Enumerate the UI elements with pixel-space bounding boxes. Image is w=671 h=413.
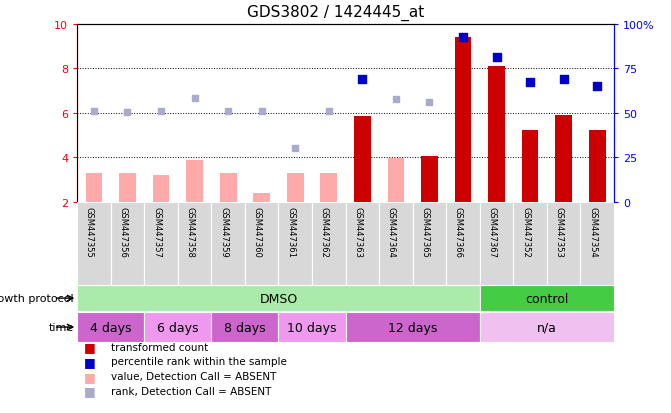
Bar: [77, 285, 480, 311]
Text: GSM447361: GSM447361: [287, 206, 295, 257]
Bar: [153, 176, 170, 202]
Bar: [354, 117, 371, 202]
Bar: [119, 173, 136, 202]
Text: GSM447363: GSM447363: [354, 206, 362, 257]
Bar: [77, 202, 111, 285]
Text: ■: ■: [84, 385, 96, 397]
Point: [424, 99, 435, 106]
Text: GSM447367: GSM447367: [488, 206, 497, 257]
Bar: [287, 173, 304, 202]
Bar: [144, 202, 178, 285]
Text: n/a: n/a: [537, 321, 557, 334]
Bar: [580, 202, 614, 285]
Bar: [278, 202, 312, 285]
Text: GSM447352: GSM447352: [521, 206, 530, 257]
Text: GSM447356: GSM447356: [119, 206, 127, 257]
Bar: [480, 202, 513, 285]
Bar: [513, 202, 547, 285]
Bar: [522, 130, 539, 202]
Bar: [77, 313, 144, 342]
Text: 4 days: 4 days: [90, 321, 132, 334]
Text: GSM447365: GSM447365: [421, 206, 429, 257]
Point: [525, 79, 535, 86]
Point: [290, 146, 301, 152]
Text: 10 days: 10 days: [287, 321, 337, 334]
Bar: [446, 202, 480, 285]
Text: GSM447366: GSM447366: [454, 206, 463, 257]
Point: [357, 77, 368, 83]
Text: GSM447355: GSM447355: [85, 206, 94, 257]
Bar: [488, 67, 505, 202]
Text: GSM447360: GSM447360: [253, 206, 262, 257]
Bar: [455, 38, 472, 202]
Text: GSM447362: GSM447362: [320, 206, 329, 257]
Text: GDS3802 / 1424445_at: GDS3802 / 1424445_at: [247, 5, 424, 21]
Bar: [321, 173, 338, 202]
Text: 8 days: 8 days: [224, 321, 266, 334]
Point: [122, 109, 133, 116]
Text: GSM447358: GSM447358: [186, 206, 195, 257]
Bar: [178, 202, 211, 285]
Bar: [547, 202, 580, 285]
Bar: [379, 202, 413, 285]
Point: [223, 108, 234, 115]
Bar: [278, 313, 346, 342]
Point: [491, 55, 502, 62]
Bar: [312, 202, 346, 285]
Text: GSM447357: GSM447357: [152, 206, 161, 257]
Bar: [589, 130, 606, 202]
Bar: [144, 313, 211, 342]
Text: GSM447353: GSM447353: [555, 206, 564, 257]
Point: [256, 108, 267, 115]
Bar: [111, 202, 144, 285]
Point: [89, 108, 99, 115]
Text: growth protocol: growth protocol: [0, 293, 74, 304]
Bar: [346, 202, 379, 285]
Bar: [245, 202, 278, 285]
Text: GSM447354: GSM447354: [588, 206, 597, 257]
Text: ■: ■: [84, 370, 96, 383]
Text: ■: ■: [84, 355, 96, 368]
Bar: [211, 313, 278, 342]
Bar: [86, 173, 103, 202]
Bar: [346, 313, 480, 342]
Bar: [388, 159, 405, 202]
Point: [592, 83, 603, 90]
Point: [558, 77, 569, 83]
Bar: [220, 173, 237, 202]
Bar: [421, 157, 438, 202]
Text: ■: ■: [84, 340, 96, 354]
Text: GSM447359: GSM447359: [219, 206, 228, 257]
Bar: [480, 313, 614, 342]
Text: DMSO: DMSO: [259, 292, 298, 305]
Bar: [413, 202, 446, 285]
Text: rank, Detection Call = ABSENT: rank, Detection Call = ABSENT: [111, 386, 271, 396]
Bar: [211, 202, 245, 285]
Bar: [254, 193, 270, 202]
Point: [189, 96, 200, 102]
Text: transformed count: transformed count: [111, 342, 208, 352]
Text: 12 days: 12 days: [388, 321, 437, 334]
Bar: [556, 116, 572, 202]
Bar: [480, 285, 614, 311]
Bar: [187, 160, 203, 202]
Text: value, Detection Call = ABSENT: value, Detection Call = ABSENT: [111, 371, 276, 381]
Point: [391, 97, 401, 104]
Text: control: control: [525, 292, 568, 305]
Text: percentile rank within the sample: percentile rank within the sample: [111, 356, 287, 367]
Text: time: time: [48, 322, 74, 332]
Point: [156, 108, 166, 115]
Text: GSM447364: GSM447364: [387, 206, 396, 257]
Point: [323, 108, 334, 115]
Point: [458, 35, 468, 41]
Text: 6 days: 6 days: [157, 321, 199, 334]
